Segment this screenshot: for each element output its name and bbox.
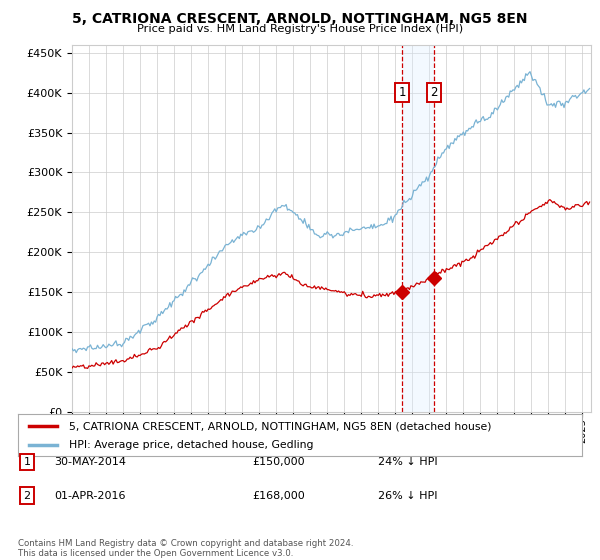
Text: 5, CATRIONA CRESCENT, ARNOLD, NOTTINGHAM, NG5 8EN: 5, CATRIONA CRESCENT, ARNOLD, NOTTINGHAM… [72, 12, 528, 26]
Text: Contains HM Land Registry data © Crown copyright and database right 2024.
This d: Contains HM Land Registry data © Crown c… [18, 539, 353, 558]
Text: 2: 2 [430, 86, 437, 99]
Text: 2: 2 [23, 491, 31, 501]
Text: £150,000: £150,000 [252, 457, 305, 467]
Text: 5, CATRIONA CRESCENT, ARNOLD, NOTTINGHAM, NG5 8EN (detached house): 5, CATRIONA CRESCENT, ARNOLD, NOTTINGHAM… [69, 421, 491, 431]
Text: £168,000: £168,000 [252, 491, 305, 501]
Text: 1: 1 [23, 457, 31, 467]
Text: HPI: Average price, detached house, Gedling: HPI: Average price, detached house, Gedl… [69, 440, 313, 450]
Text: 1: 1 [398, 86, 406, 99]
Bar [402, 45, 434, 412]
Text: Price paid vs. HM Land Registry's House Price Index (HPI): Price paid vs. HM Land Registry's House … [137, 24, 463, 34]
Text: 01-APR-2016: 01-APR-2016 [54, 491, 125, 501]
Text: 26% ↓ HPI: 26% ↓ HPI [378, 491, 437, 501]
Text: 24% ↓ HPI: 24% ↓ HPI [378, 457, 437, 467]
Text: 30-MAY-2014: 30-MAY-2014 [54, 457, 126, 467]
